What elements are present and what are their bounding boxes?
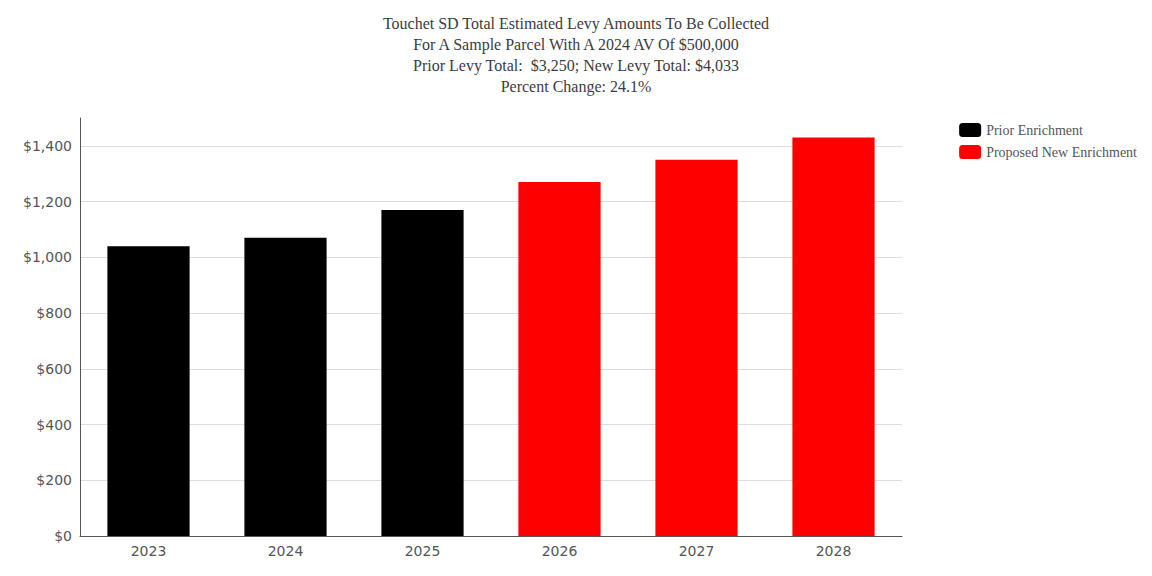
svg-text:$1,400: $1,400 — [23, 138, 72, 154]
svg-text:Prior Levy Total: $3,250; New: Prior Levy Total: $3,250; New Levy Total… — [413, 57, 739, 75]
svg-text:$800: $800 — [36, 305, 72, 321]
svg-text:2028: 2028 — [816, 543, 852, 559]
svg-text:2023: 2023 — [131, 543, 167, 559]
svg-text:For A Sample Parcel With A 202: For A Sample Parcel With A 2024 AV Of $5… — [413, 36, 739, 54]
svg-text:2025: 2025 — [405, 543, 441, 559]
svg-text:$400: $400 — [36, 417, 72, 433]
svg-text:2024: 2024 — [268, 543, 304, 559]
svg-text:Percent Change: 24.1%: Percent Change: 24.1% — [501, 78, 652, 96]
svg-text:2026: 2026 — [542, 543, 578, 559]
svg-text:Proposed New Enrichment: Proposed New Enrichment — [986, 145, 1137, 160]
svg-text:$1,200: $1,200 — [23, 194, 72, 210]
svg-text:$1,000: $1,000 — [23, 249, 72, 265]
svg-text:Prior Enrichment: Prior Enrichment — [986, 123, 1083, 138]
svg-text:2027: 2027 — [679, 543, 715, 559]
svg-text:$600: $600 — [36, 361, 72, 377]
svg-text:$200: $200 — [36, 472, 72, 488]
svg-text:$0: $0 — [54, 528, 72, 544]
svg-text:Touchet SD Total Estimated Lev: Touchet SD Total Estimated Levy Amounts … — [383, 15, 769, 33]
